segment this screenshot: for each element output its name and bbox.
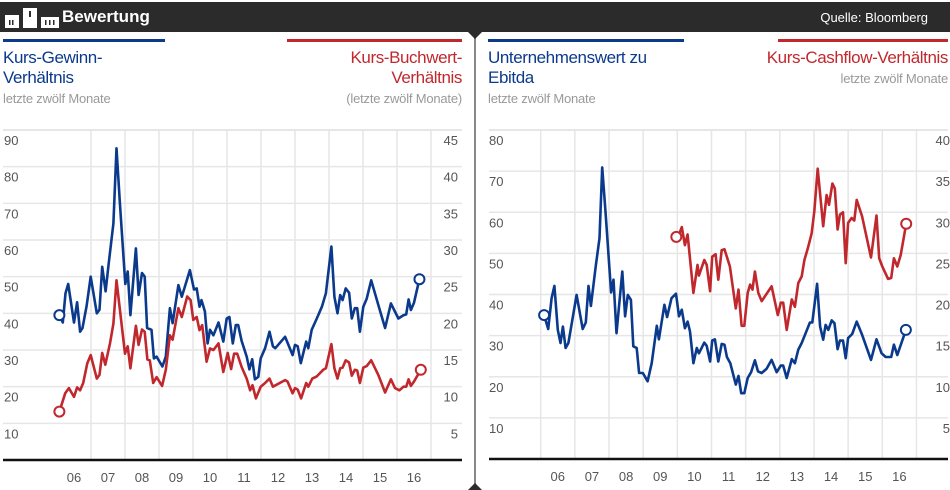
series-line-1: [542, 166, 908, 395]
x-axis-tick-label: 10: [687, 469, 701, 484]
chart-panel-1: 10 20 30 40 50 60 70 80 90 5 10 15 20 25 30 35 40 45 06 07 0…: [3, 129, 462, 485]
series-end-marker: [414, 363, 427, 376]
legend-kgv: Kurs-Gewinn-Verhältnis letzte zwölf Mona…: [3, 39, 165, 106]
right-axis-tick-label: 5: [451, 426, 458, 441]
legend-title: Kurs-Cashflow-Verhältnis: [766, 48, 949, 67]
right-axis-tick-label: 20: [936, 298, 950, 313]
x-axis-tick-label: 16: [892, 469, 906, 484]
x-axis-tick-label: 11: [237, 470, 251, 485]
right-axis-tick-label: 10: [444, 390, 458, 405]
right-axis-tick-label: 40: [936, 133, 950, 148]
series-end-marker: [899, 323, 912, 336]
x-axis-tick-label: 08: [619, 469, 633, 484]
x-axis-tick-label: 13: [305, 470, 319, 485]
left-axis-tick-label: 80: [4, 170, 18, 185]
right-axis-tick-label: 25: [936, 256, 950, 271]
x-axis-tick-label: 14: [824, 469, 838, 484]
series-start-marker: [538, 309, 551, 322]
right-axis-tick-label: 30: [936, 215, 950, 230]
left-axis-tick-label: 10: [489, 421, 503, 436]
x-axis-tick-label: 15: [373, 470, 387, 485]
series-start-marker: [670, 230, 683, 243]
x-axis-tick-label: 06: [551, 469, 565, 484]
left-axis-tick-label: 60: [4, 243, 18, 258]
x-axis-tick-label: 16: [407, 470, 421, 485]
x-axis-tick-label: 13: [790, 469, 804, 484]
right-axis-tick-label: 45: [444, 133, 458, 148]
left-axis-tick-label: 20: [4, 390, 18, 405]
x-axis-tick-label: 11: [722, 469, 736, 484]
legend-subtitle: letzte zwölf Monate: [3, 91, 111, 106]
x-axis-tick-label: 07: [101, 470, 115, 485]
series-line-2: [58, 279, 422, 412]
legend-kcv: Kurs-Cashflow-Verhältnis letzte zwölf Mo…: [760, 39, 948, 86]
x-axis-tick-label: 14: [339, 470, 353, 485]
divider-arrow-top: [468, 32, 482, 39]
x-axis-tick-label: 12: [756, 469, 770, 484]
right-axis-tick-label: 5: [943, 421, 950, 436]
right-axis-tick-label: 20: [444, 316, 458, 331]
series-line-2: [675, 167, 908, 332]
left-axis-tick-label: 30: [489, 339, 503, 354]
legend-kbv: Kurs-Buchwert-Verhältnis (letzte zwölf M…: [282, 39, 462, 106]
legend-title: Unternehmenswert zu Ebitda: [488, 48, 647, 87]
legend-subtitle: letzte zwölf Monate: [840, 71, 949, 86]
right-axis-tick-label: 30: [444, 243, 458, 258]
legend-title: Kurs-Buchwert-Verhältnis: [350, 48, 462, 87]
left-axis-tick-label: 40: [4, 316, 18, 331]
series-start-marker: [53, 405, 66, 418]
right-axis-tick-label: 10: [936, 380, 950, 395]
left-axis-tick-label: 80: [489, 133, 503, 148]
chart-panel-2: 10 20 30 40 50 60 70 80 5 10 15 20 25 30 35 40 06 07 08 09 1…: [489, 129, 950, 484]
right-axis-tick-label: 35: [444, 206, 458, 221]
legend-title: Kurs-Gewinn-Verhältnis: [3, 48, 103, 87]
legend-subtitle: letzte zwölf Monate: [488, 91, 596, 106]
series-start-marker: [53, 309, 66, 322]
left-axis-tick-label: 30: [4, 353, 18, 368]
series-end-marker: [413, 273, 426, 286]
legend-bar-red: [287, 39, 462, 42]
x-axis-tick-label: 09: [653, 469, 667, 484]
left-axis-tick-label: 50: [4, 280, 18, 295]
legend-bar-blue: [488, 39, 684, 42]
series-end-marker: [900, 217, 913, 230]
left-axis-tick-label: 70: [489, 174, 503, 189]
left-axis-tick-label: 90: [4, 133, 18, 148]
x-axis-tick-label: 10: [203, 470, 217, 485]
x-axis-tick-label: 08: [135, 470, 149, 485]
legend-ev-ebitda: Unternehmenswert zu Ebitda letzte zwölf …: [488, 39, 688, 106]
right-axis-tick-label: 15: [936, 339, 950, 354]
right-axis-tick-label: 35: [936, 174, 950, 189]
series-line-1: [58, 147, 421, 381]
bar-chart-logo-icon: [5, 8, 59, 28]
left-axis-tick-label: 40: [489, 298, 503, 313]
legend-subtitle: (letzte zwölf Monate): [346, 91, 462, 106]
left-axis-tick-label: 60: [489, 215, 503, 230]
x-axis-tick-label: 12: [271, 470, 285, 485]
left-axis-tick-label: 50: [489, 256, 503, 271]
x-axis-tick-label: 09: [169, 470, 183, 485]
right-axis-tick-label: 15: [444, 353, 458, 368]
left-axis-tick-label: 10: [4, 426, 18, 441]
panel-divider: [474, 32, 476, 490]
right-axis-tick-label: 25: [444, 280, 458, 295]
source-label: Quelle: Bloomberg: [820, 10, 928, 25]
left-axis-tick-label: 20: [489, 380, 503, 395]
page-title: Bewertung: [62, 7, 150, 26]
x-axis-tick-label: 07: [585, 469, 599, 484]
legend-bar-red: [778, 39, 948, 42]
legend-bar-blue: [3, 39, 165, 42]
header-bar: Bewertung Quelle: Bloomberg: [0, 2, 950, 32]
right-axis-tick-label: 40: [444, 170, 458, 185]
left-axis-tick-label: 70: [4, 206, 18, 221]
divider-arrow-bottom: [468, 483, 482, 490]
x-axis-tick-label: 15: [858, 469, 872, 484]
x-axis-tick-label: 06: [67, 470, 81, 485]
